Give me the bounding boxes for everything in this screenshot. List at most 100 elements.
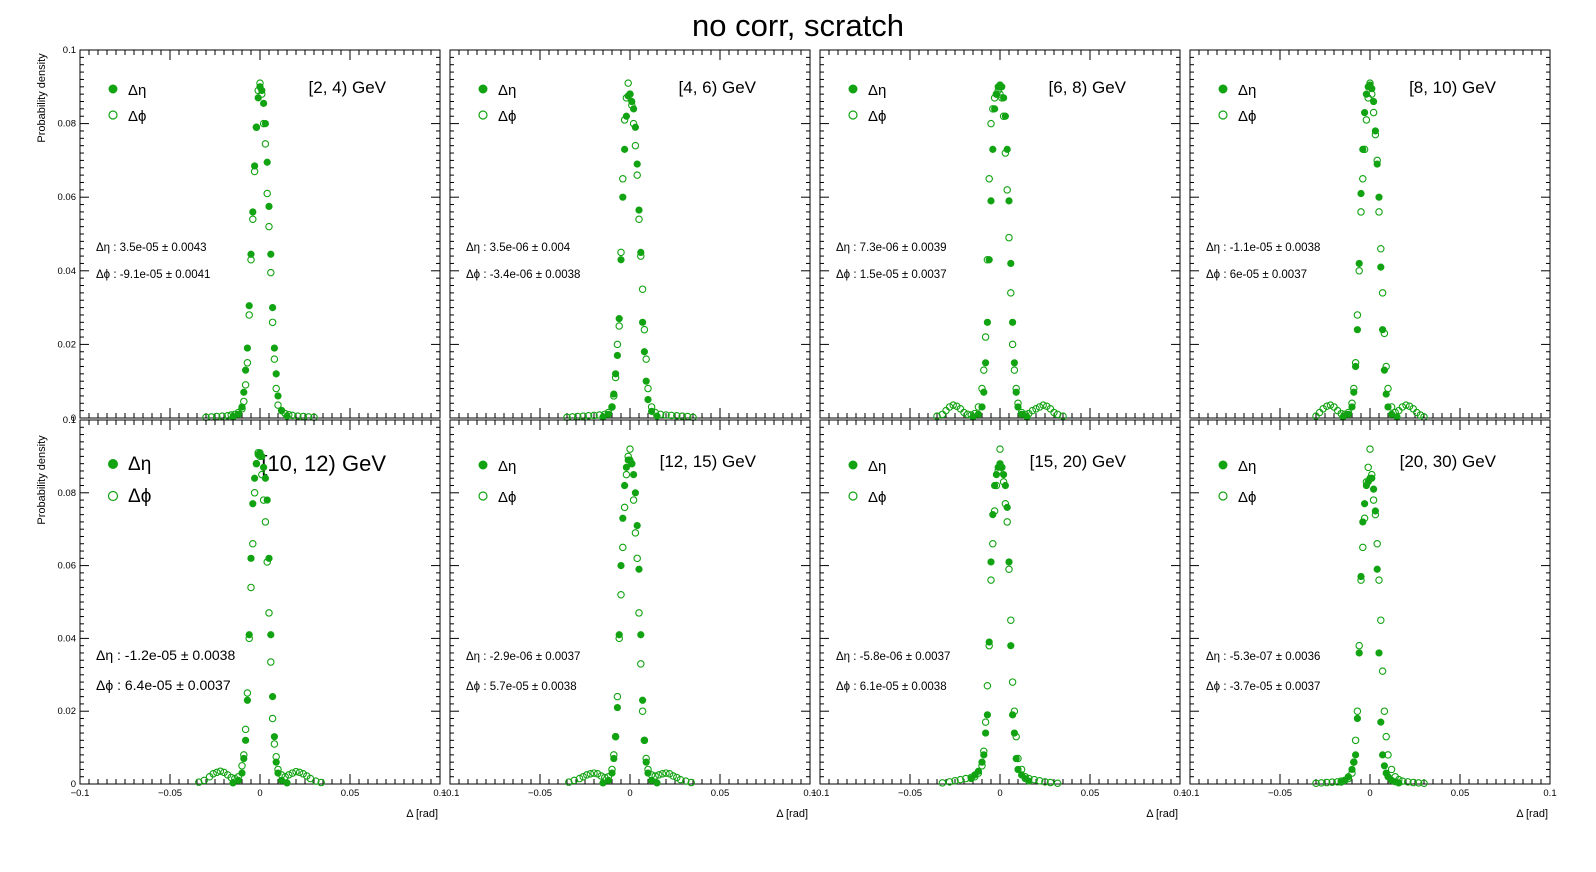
- legend-marker-filled: [848, 84, 858, 94]
- data-point-dphi: [238, 405, 246, 413]
- y-tick-label: 0.08: [58, 488, 77, 499]
- data-point-dphi: [647, 403, 656, 411]
- series-deta: [967, 460, 1033, 785]
- stat-eta: Δη : -5.3e-07 ± 0.0036: [1206, 651, 1320, 663]
- data-point-deta: [615, 315, 623, 323]
- stat-phi: Δϕ : 1.5e-05 ± 0.0037: [836, 269, 947, 281]
- series-deta: [599, 456, 661, 787]
- data-point-dphi: [635, 609, 643, 617]
- data-point-deta: [242, 366, 250, 374]
- data-point-dphi: [1373, 156, 1381, 165]
- data-point-dphi: [270, 355, 279, 363]
- data-point-dphi: [626, 90, 634, 98]
- series-deta: [1339, 81, 1401, 421]
- data-point-deta: [989, 511, 997, 519]
- data-point-deta: [243, 696, 251, 704]
- data-point-dphi: [243, 359, 252, 367]
- data-point-dphi: [967, 411, 975, 419]
- series-deta: [229, 449, 291, 787]
- legend-label: Δϕ: [868, 489, 886, 506]
- legend-marker-filled: [108, 459, 118, 469]
- pt-range-label: [6, 8) GeV: [1049, 78, 1127, 97]
- data-point-dphi: [1366, 79, 1374, 87]
- data-point-dphi: [1326, 401, 1335, 409]
- data-point-dphi: [579, 772, 587, 781]
- stat-eta: Δη : 7.3e-06 ± 0.0039: [836, 242, 947, 254]
- data-point-dphi: [662, 769, 670, 777]
- data-point-dphi: [1323, 402, 1331, 410]
- data-point-dphi: [960, 408, 968, 417]
- legend-label: Δϕ: [128, 108, 146, 125]
- data-point-deta: [1361, 108, 1369, 117]
- data-point-dphi: [678, 412, 686, 420]
- data-point-deta: [653, 779, 661, 787]
- data-point-deta: [642, 377, 650, 385]
- data-point-deta: [1010, 729, 1019, 737]
- data-point-dphi: [317, 778, 325, 787]
- data-point-dphi: [601, 410, 609, 419]
- data-point-dphi: [642, 754, 650, 763]
- data-point-dphi: [687, 778, 695, 787]
- data-point-deta: [1380, 762, 1389, 770]
- data-point-dphi: [256, 452, 264, 461]
- legend-marker-open: [478, 491, 488, 501]
- data-point-dphi: [312, 777, 320, 785]
- data-point-deta: [270, 344, 278, 352]
- series-dphi: [563, 79, 697, 422]
- y-axis-title: Probability density: [36, 435, 48, 525]
- legend-label: Δϕ: [1238, 489, 1256, 506]
- data-point-dphi: [218, 412, 226, 420]
- data-point-deta: [1005, 197, 1013, 205]
- data-point-dphi: [288, 769, 297, 777]
- legend-label: Δη: [1238, 82, 1256, 99]
- x-tick-label: 0: [997, 788, 1002, 799]
- data-point-dphi: [1323, 778, 1331, 787]
- data-point-dphi: [985, 641, 993, 650]
- data-point-dphi: [656, 410, 665, 419]
- data-point-dphi: [579, 412, 587, 420]
- data-point-dphi: [597, 772, 605, 780]
- stat-phi: Δϕ : 5.7e-05 ± 0.0038: [466, 681, 577, 693]
- data-point-deta: [619, 193, 627, 201]
- data-point-dphi: [1371, 510, 1380, 519]
- data-point-deta: [981, 359, 990, 367]
- data-point-dphi: [1351, 359, 1360, 367]
- legend-label: Δη: [1238, 458, 1256, 475]
- stat-phi: Δϕ : -9.1e-05 ± 0.0041: [96, 269, 210, 281]
- x-tick-label: −0.1: [1181, 788, 1200, 799]
- x-tick-label: −0.05: [898, 788, 922, 799]
- data-point-dphi: [629, 119, 638, 128]
- data-point-deta: [1353, 326, 1362, 334]
- data-point-dphi: [615, 634, 623, 643]
- data-point-deta: [1379, 751, 1387, 759]
- y-tick-label: 0: [71, 413, 76, 424]
- legend-label: Δϕ: [128, 486, 151, 507]
- x-tick-label: −0.05: [528, 788, 552, 799]
- data-point-dphi: [981, 718, 990, 726]
- data-point-dphi: [673, 412, 681, 420]
- data-point-dphi: [256, 79, 264, 87]
- data-point-deta: [267, 250, 275, 258]
- data-point-dphi: [1369, 108, 1378, 117]
- panel-frame: [1189, 49, 1551, 419]
- data-point-deta: [638, 696, 647, 704]
- data-point-deta: [1379, 326, 1387, 334]
- data-point-dphi: [996, 445, 1004, 453]
- data-point-dphi: [676, 775, 685, 784]
- data-point-dphi: [265, 609, 273, 617]
- legend-marker-filled: [1218, 84, 1228, 94]
- data-point-dphi: [1317, 779, 1326, 787]
- data-point-dphi: [1357, 208, 1365, 216]
- data-point-deta: [272, 370, 280, 378]
- data-point-dphi: [633, 554, 641, 563]
- data-point-dphi: [644, 384, 652, 393]
- data-point-dphi: [642, 355, 650, 363]
- stat-eta: Δη : -5.8e-06 ± 0.0037: [836, 651, 950, 663]
- data-point-deta: [1377, 263, 1385, 271]
- data-point-dphi: [1362, 478, 1371, 486]
- data-point-dphi: [978, 762, 986, 770]
- data-point-dphi: [608, 403, 616, 411]
- data-point-deta: [638, 318, 647, 326]
- y-tick-label: 0.06: [58, 561, 77, 572]
- data-point-deta: [259, 463, 268, 471]
